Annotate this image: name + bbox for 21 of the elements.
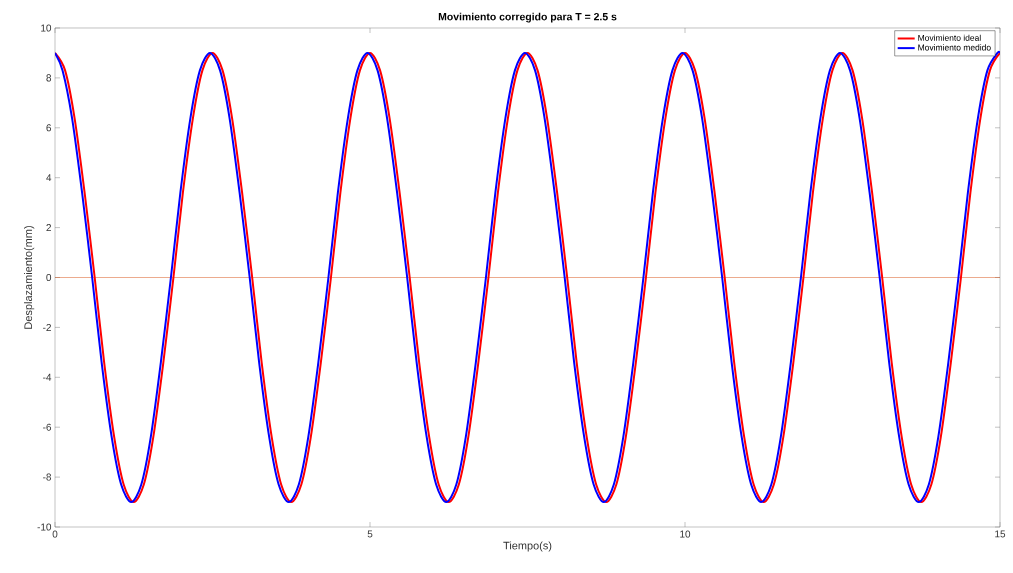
x-axis-title: Tiempo(s) xyxy=(503,541,552,552)
y-axis-title: Desplazamiento(mm) xyxy=(24,226,35,329)
y-tick-label: 4 xyxy=(46,174,52,182)
x-tick-label: 5 xyxy=(367,530,373,538)
y-tick-label: 6 xyxy=(46,124,52,132)
legend-label: Movimiento ideal xyxy=(918,34,981,41)
legend-label: Movimiento medido xyxy=(918,44,991,51)
y-tick-label: 2 xyxy=(46,224,51,232)
y-tick-label: -10 xyxy=(37,523,52,531)
y-tick-label: -6 xyxy=(43,423,52,431)
y-tick-label: 8 xyxy=(46,74,52,82)
y-tick-label: -2 xyxy=(43,323,51,331)
x-tick-label: 10 xyxy=(680,530,691,538)
y-tick-label: 10 xyxy=(41,24,52,32)
x-tick-label: 15 xyxy=(995,530,1006,538)
y-tick-label: -4 xyxy=(43,373,52,381)
chart-title: Movimiento corregido para T = 2.5 s xyxy=(438,12,617,23)
y-tick-label: 0 xyxy=(46,273,52,282)
x-tick-label: 0 xyxy=(52,530,58,538)
line-series xyxy=(55,51,1001,504)
y-tick-label: -8 xyxy=(43,473,52,481)
